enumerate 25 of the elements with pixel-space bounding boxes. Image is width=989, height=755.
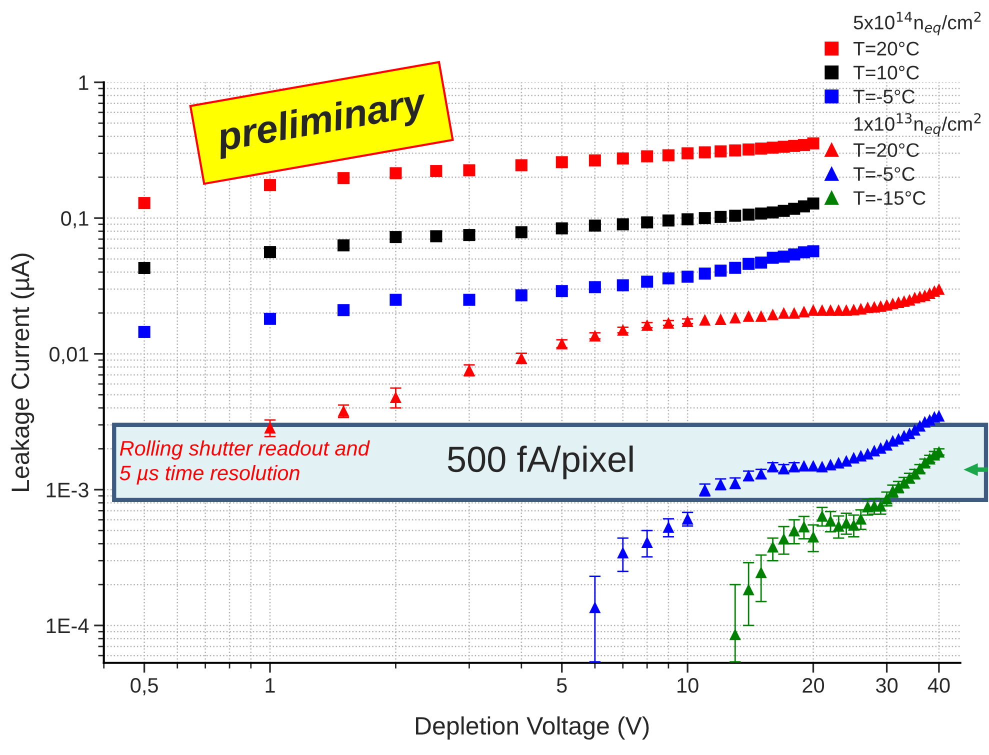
band-label: 500 fA/pixel xyxy=(448,446,633,480)
x-tick-label: 40 xyxy=(928,678,950,693)
x-axis-title: Depletion Voltage (V) xyxy=(416,716,649,740)
y-tick-label: 0,01 xyxy=(50,346,88,364)
annotation: 1x10$^{13}$n$_{eq}$/cm$^{2}$ xyxy=(854,113,981,137)
y-axis-title: Leakage Current (µA) xyxy=(10,254,34,491)
legend-label: T=-5°C xyxy=(853,90,915,104)
legend-label: T=-5°C xyxy=(853,167,915,181)
y-tick-label: 1E-3 xyxy=(46,482,88,498)
x-tick-label: 30 xyxy=(876,678,898,693)
annotation: Rolling shutter readout and 5 µs time resolution xyxy=(120,440,370,484)
legend-label: T=10°C xyxy=(853,66,919,80)
y-tick-label: 0,1 xyxy=(61,211,88,228)
legend-label: T=20°C xyxy=(853,143,919,157)
x-tick-label: 5 xyxy=(556,678,567,693)
y-tick-label: 1E-4 xyxy=(46,618,89,633)
x-tick-label: 1 xyxy=(266,678,275,693)
x-tick-label: 0,5 xyxy=(130,678,158,696)
legend-label: T=-15°C xyxy=(853,191,926,205)
x-tick-label: 20 xyxy=(802,678,824,693)
text: 5x10$^{14}$n$_{eq}$/cm$^{2}$ xyxy=(854,12,981,36)
legend-label: T=20°C xyxy=(853,42,919,56)
y-tick-label: 1 xyxy=(79,76,88,90)
x-tick-label: 10 xyxy=(678,678,698,693)
annotation: preliminary xyxy=(214,86,430,160)
